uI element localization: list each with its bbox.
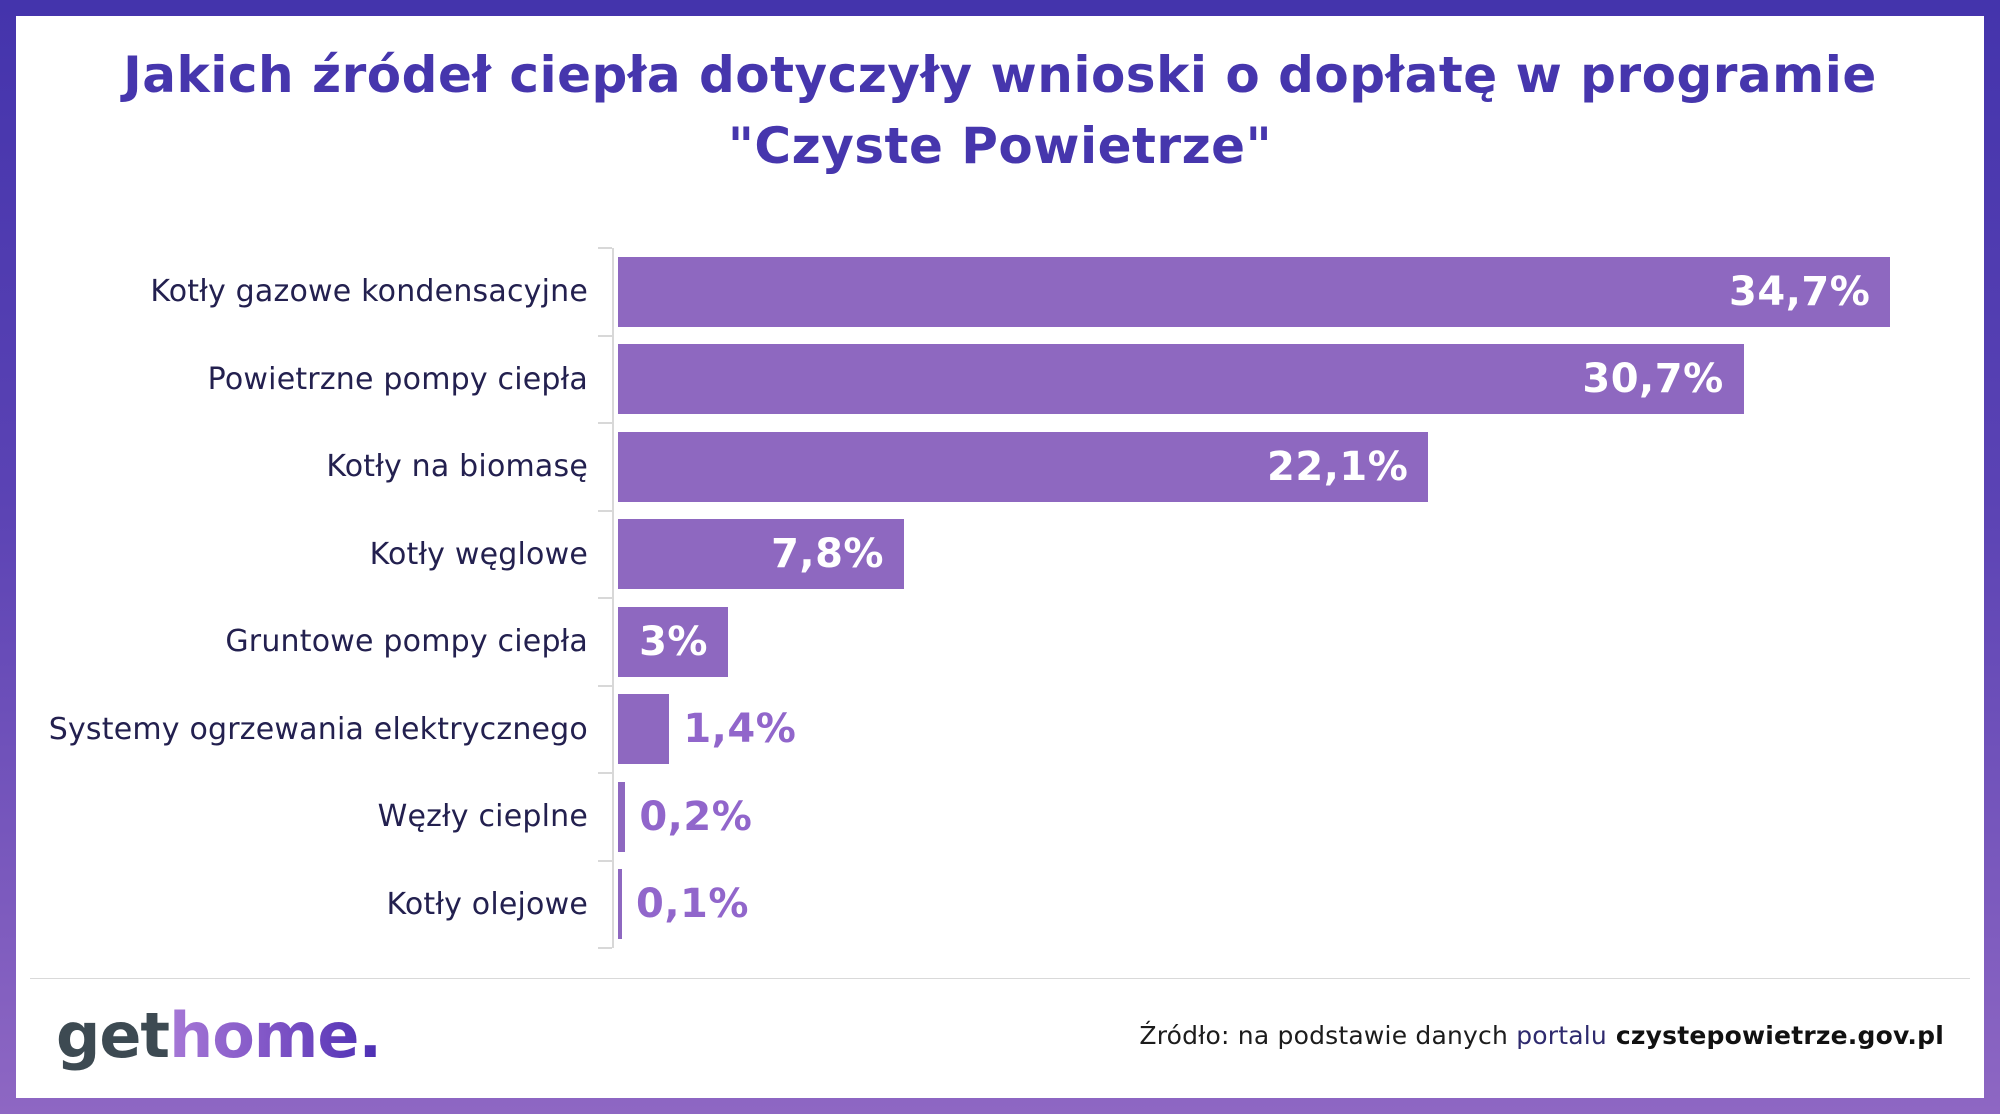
bar-row: Węzły cieplne 0,2% 0,2%: [16, 772, 1984, 861]
category-label: Systemy ogrzewania elektrycznego: [48, 711, 588, 747]
bar: 34,7%: [618, 256, 1891, 327]
plot-area: 1,4% 1,4%: [598, 684, 1938, 773]
bar: 1,4%: [618, 694, 670, 765]
bar: 7,8%: [618, 519, 904, 590]
category-label: Kotły węglowe: [369, 536, 588, 572]
bar-row: Kotły na biomasę 22,1% 22,1%: [16, 422, 1984, 511]
category-label: Węzły cieplne: [377, 799, 588, 835]
plot-area: 7,8% 7,8%: [598, 509, 1938, 598]
chart-title: Jakich źródeł ciepła dotyczyły wnioski o…: [123, 46, 1877, 175]
value-label: 22,1%: [1267, 443, 1409, 490]
source-domain: czystepowietrze.gov.pl: [1606, 1021, 1944, 1050]
value-label: 0,1%: [636, 881, 749, 928]
value-label: 34,7%: [1729, 268, 1871, 315]
bar: 30,7%: [618, 344, 1744, 415]
bar-row: Systemy ogrzewania elektrycznego 1,4% 1,…: [16, 684, 1984, 773]
source-portal-link: portalu: [1516, 1021, 1607, 1050]
category-label: Kotły olejowe: [386, 886, 588, 922]
plot-area: 3% 3%: [598, 597, 1938, 686]
bar: 3%: [618, 606, 728, 677]
plot-area: 0,1% 0,1%: [598, 859, 1938, 949]
category-label: Powietrzne pompy ciepła: [207, 361, 588, 397]
bar-row: Gruntowe pompy ciepła 3% 3%: [16, 597, 1984, 686]
value-label: 30,7%: [1582, 356, 1724, 403]
footer: gethome. Źródło: na podstawie danych por…: [16, 979, 1984, 1098]
plot-area: 22,1% 22,1%: [598, 422, 1938, 511]
plot-area: 30,7% 30,7%: [598, 334, 1938, 423]
value-label: 7,8%: [771, 531, 884, 578]
value-label: 0,2%: [639, 793, 753, 840]
logo-home-text: home.: [169, 999, 382, 1072]
gethome-logo: gethome.: [56, 999, 382, 1072]
category-label: Gruntowe pompy ciepła: [225, 624, 588, 660]
bar-row: Powietrzne pompy ciepła 30,7% 30,7%: [16, 334, 1984, 423]
bar: 0,1%: [618, 869, 622, 940]
category-label: Kotły na biomasę: [326, 449, 588, 485]
value-label: 1,4%: [683, 706, 797, 753]
plot-area: 0,2% 0,2%: [598, 772, 1938, 861]
category-label: Kotły gazowe kondensacyjne: [150, 274, 588, 310]
bar-row: Kotły gazowe kondensacyjne 34,7% 34,7%: [16, 247, 1984, 336]
bar-chart: Kotły gazowe kondensacyjne 34,7% 34,7% P…: [16, 247, 1984, 949]
footer-divider: [30, 978, 1970, 979]
value-label: 3%: [639, 618, 708, 665]
source-note: Źródło: na podstawie danych portalu czys…: [1139, 1021, 1944, 1050]
bar-row: Kotły olejowe 0,1% 0,1%: [16, 859, 1984, 949]
source-prefix: Źródło: na podstawie danych: [1139, 1021, 1517, 1050]
infographic-content: Jakich źródeł ciepła dotyczyły wnioski o…: [16, 16, 1984, 1098]
bar: 0,2%: [618, 781, 626, 852]
logo-get-text: get: [56, 999, 170, 1072]
bar: 22,1%: [618, 431, 1429, 502]
bar-row: Kotły węglowe 7,8% 7,8%: [16, 509, 1984, 598]
plot-area: 34,7% 34,7%: [598, 247, 1938, 336]
